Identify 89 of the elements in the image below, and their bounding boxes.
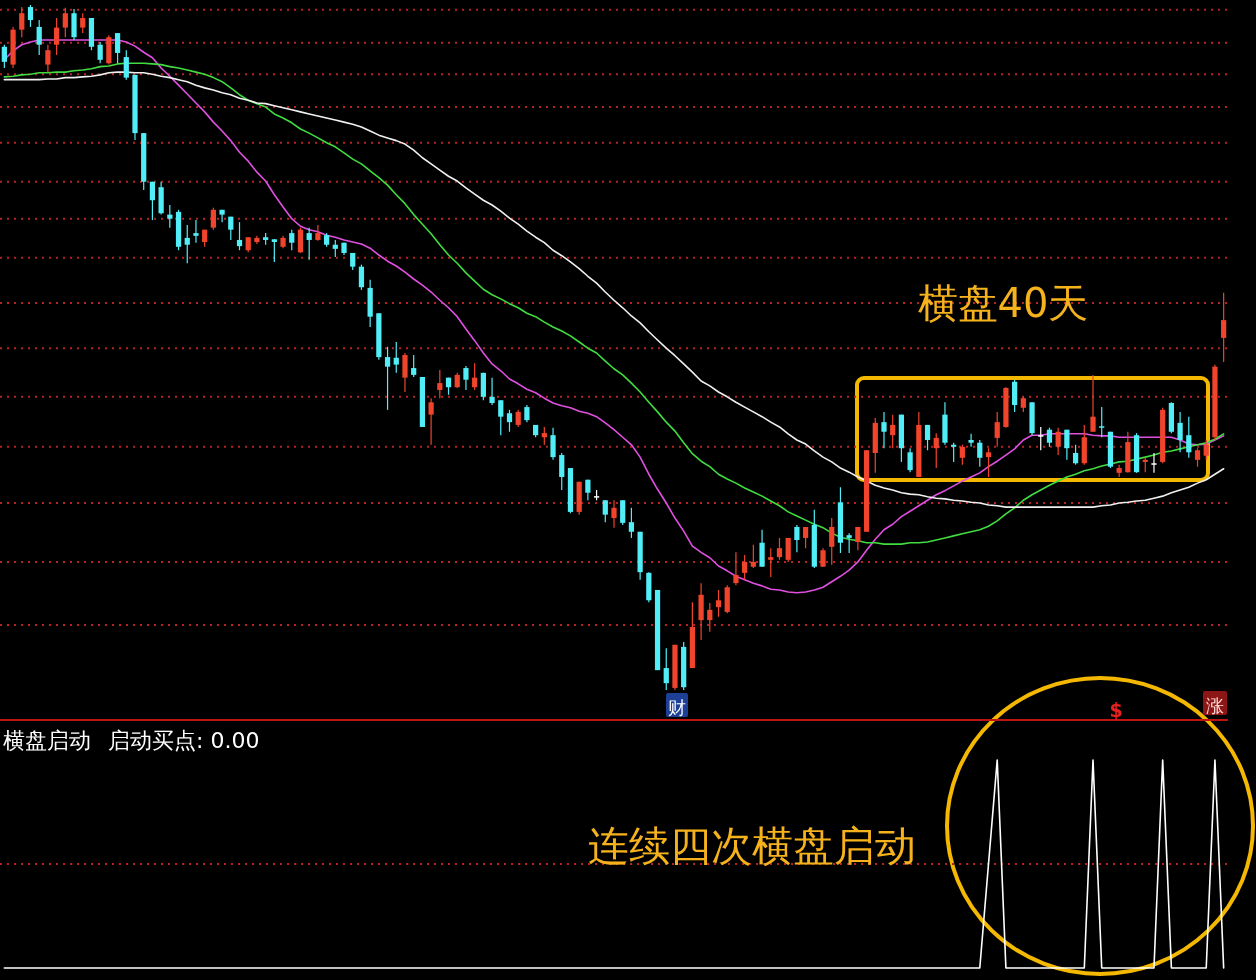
candlestick [384,346,391,411]
candlestick [707,602,713,633]
candlestick [1012,379,1018,413]
candlestick [480,372,486,401]
candlestick [968,433,974,448]
candlestick [924,424,931,451]
candlestick [315,224,321,242]
chart-title: 横盘启动 [3,728,91,753]
candlestick [472,362,478,391]
candlestick [959,444,965,466]
text: $ [1109,699,1123,721]
candlestick [907,447,913,473]
candlestick [45,44,51,73]
candlestick [951,442,957,463]
annotation: 横盘40天 [917,280,1089,326]
candlestick [80,12,86,34]
candlestick [1099,406,1105,438]
candlestick [794,524,800,553]
candlestick [994,411,1000,448]
candlestick [1090,374,1096,433]
candlestick [715,589,722,618]
badge: 财 [666,693,688,718]
candlestick [550,427,556,461]
candlestick [489,377,495,406]
candlestick [1055,427,1061,456]
candlestick [219,209,225,223]
candlestick [977,439,983,468]
candlestick [985,447,992,478]
candlestick [54,17,60,56]
candlestick [271,238,277,263]
candlestick [167,204,173,229]
candlestick [1221,292,1227,363]
candlestick [1038,426,1044,451]
candlestick [776,537,783,561]
candlestick [750,544,756,569]
candlestick [184,224,190,264]
candlestick [210,207,216,231]
candlestick [628,507,635,539]
candlestick [1072,444,1079,466]
candlestick [411,354,417,378]
candlestick [1203,439,1209,461]
candlestick [768,547,774,578]
candlestick [1151,452,1157,474]
candlestick [114,32,121,64]
candlestick [602,499,608,523]
candlestick [463,365,469,391]
candlestick [62,7,68,38]
text: 启动买点: 0.00 [108,728,260,753]
candlestick [759,529,765,568]
candlestick [742,554,748,581]
candlestick [358,264,365,291]
candlestick [1177,411,1183,453]
candlestick [829,517,835,566]
candlestick [149,181,156,221]
candlestick [820,547,826,568]
candlestick [123,49,129,81]
candlestick [1116,464,1122,478]
candlestick [437,369,443,399]
candlestick [498,399,504,436]
candlestick [428,397,434,446]
candlestick [1064,429,1070,461]
candlestick [289,229,295,251]
candlestick [1,44,7,69]
badge: 涨 [1203,691,1227,716]
candlestick [1186,416,1192,459]
candlestick [306,227,312,261]
candlestick [1194,447,1201,468]
candlestick [1046,427,1053,448]
candlestick [506,409,513,433]
candlestick [933,432,939,469]
annotation: 连续四次横盘启动 [588,822,916,870]
candlestick [611,499,617,529]
candlestick [97,41,103,64]
candlestick [559,452,565,491]
candlestick [193,219,199,244]
candlestick [71,8,77,41]
candlestick [402,352,408,393]
candlestick [890,414,896,449]
candlestick [846,532,852,554]
candlestick [19,6,25,38]
candlestick [393,341,399,374]
candlestick [236,221,243,251]
candlestick [27,4,34,28]
candlestick [36,19,42,56]
candlestick [620,499,626,526]
candlestick [297,227,304,254]
candlestick [663,647,669,691]
candlestick [881,411,887,449]
candlestick [733,551,739,586]
